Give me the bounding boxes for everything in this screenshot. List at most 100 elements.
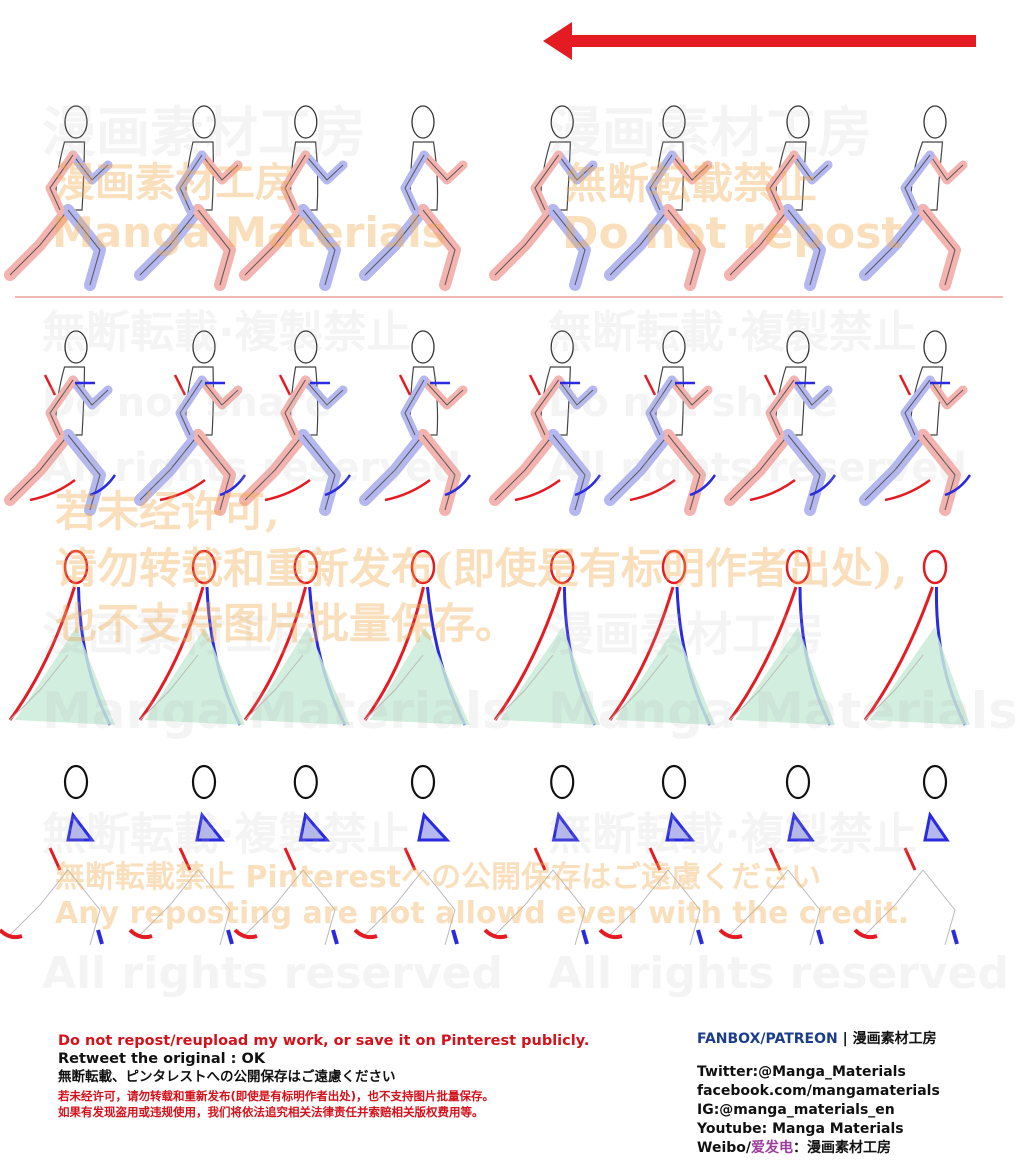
limb-outline xyxy=(729,209,789,276)
limb xyxy=(782,429,826,516)
motion-arrow-blue xyxy=(689,474,717,497)
running-figure xyxy=(598,764,704,946)
limb xyxy=(917,429,961,516)
ghost-leg xyxy=(139,869,199,936)
limb-outline xyxy=(729,434,789,501)
running-figure xyxy=(853,764,959,946)
limb-outline xyxy=(558,379,594,406)
limb xyxy=(62,429,106,516)
motion-arrow-blue xyxy=(574,474,602,497)
figure-head xyxy=(192,105,216,139)
running-figure xyxy=(359,105,468,291)
running-figure xyxy=(233,764,339,946)
limb-outline xyxy=(304,154,344,181)
ghost-leg xyxy=(244,654,304,721)
figure-head xyxy=(786,330,810,364)
ghost-leg xyxy=(364,654,424,721)
running-figure xyxy=(493,549,600,726)
arm-triangle xyxy=(923,811,950,842)
limb-outline xyxy=(769,379,795,436)
figure-head xyxy=(923,330,947,364)
figure-head xyxy=(550,105,574,139)
figure-head xyxy=(411,105,435,139)
limb xyxy=(724,204,794,281)
limb-outline xyxy=(284,154,306,211)
ghost-leg xyxy=(729,869,789,936)
limb-outline xyxy=(72,154,109,181)
ghost-leg xyxy=(9,654,69,721)
limb-outline xyxy=(302,434,336,511)
running-figure xyxy=(363,549,470,726)
running-figure xyxy=(859,105,968,291)
fanbox-name: 漫画素材工房 xyxy=(852,1031,937,1047)
notice-retweet: Retweet the original : OK xyxy=(58,1051,266,1067)
arm-triangle xyxy=(551,811,580,842)
footer: Do not repost/reupload my work, or save … xyxy=(0,1010,1018,1173)
instagram-link[interactable]: IG:@manga_materials_en xyxy=(697,1102,895,1118)
back-forearm xyxy=(403,847,417,871)
arm-triangle xyxy=(66,811,96,842)
limb-outline xyxy=(197,209,231,286)
back-foot xyxy=(853,928,878,940)
figure-head xyxy=(191,549,217,585)
running-figure xyxy=(859,330,972,516)
limb-outline xyxy=(67,209,101,286)
weibo-afdian-link[interactable]: 爱发电 xyxy=(751,1140,793,1156)
weibo-line: Weibo/爱发电：漫画素材工房 xyxy=(697,1139,940,1158)
figure-head xyxy=(294,105,318,139)
motion-arrow-red xyxy=(763,374,777,396)
limb-outline xyxy=(904,154,931,211)
limb-outline xyxy=(197,434,231,511)
limb-outline xyxy=(422,209,456,286)
fanbox-separator: | xyxy=(837,1031,853,1047)
back-foot xyxy=(353,928,378,940)
front-foot xyxy=(226,929,234,945)
motion-arrow-red xyxy=(173,374,187,396)
ghost-leg xyxy=(729,654,789,721)
motion-arrow-red xyxy=(528,374,542,396)
row-key-limbs xyxy=(0,764,959,946)
running-figure xyxy=(724,330,837,516)
running-figure xyxy=(128,764,234,946)
running-figure xyxy=(0,764,104,946)
limb-outline xyxy=(922,209,956,286)
figure-head xyxy=(661,764,687,800)
figure-head xyxy=(785,764,811,800)
ghost-leg xyxy=(864,654,924,721)
limb-outline xyxy=(667,434,701,511)
limb xyxy=(4,204,74,281)
front-foot xyxy=(331,929,339,945)
fanbox-line: FANBOX/PATREON | 漫画素材工房 xyxy=(697,1030,940,1049)
figure-head xyxy=(410,549,436,585)
limb-outline xyxy=(671,379,709,406)
weibo-suffix: ：漫画素材工房 xyxy=(793,1140,891,1156)
notice-japanese: 無断転載、ピンタレストへの公開保存はご遠慮ください xyxy=(58,1069,396,1085)
ghost-leg xyxy=(494,869,554,936)
figure-head xyxy=(293,764,318,800)
motion-area xyxy=(370,627,470,725)
motion-arrow-red xyxy=(264,478,311,502)
limb xyxy=(662,429,706,516)
back-foot xyxy=(483,928,508,940)
limb-outline xyxy=(769,154,795,211)
limb xyxy=(297,204,341,291)
front-foot xyxy=(696,929,704,945)
twitter-link[interactable]: Twitter:@Manga_Materials xyxy=(697,1064,906,1080)
arm-triangle xyxy=(787,811,815,842)
limb xyxy=(547,204,591,291)
limb-outline xyxy=(534,379,560,436)
limb-outline xyxy=(404,154,425,211)
running-figure xyxy=(724,105,833,291)
line-of-action-red xyxy=(8,586,76,721)
limb xyxy=(134,204,204,281)
limb-outline xyxy=(929,379,964,406)
line-of-action-red xyxy=(863,586,934,721)
limb-outline xyxy=(364,209,424,276)
footer-notice: Do not repost/reupload my work, or save … xyxy=(58,1032,589,1120)
facebook-link[interactable]: facebook.com/mangamaterials xyxy=(697,1083,940,1099)
back-forearm xyxy=(903,847,917,871)
youtube-link[interactable]: Youtube: Manga Materials xyxy=(697,1121,904,1137)
figure-head xyxy=(294,330,318,364)
fanbox-label[interactable]: FANBOX/PATREON xyxy=(697,1031,838,1047)
limb-outline xyxy=(609,434,669,501)
